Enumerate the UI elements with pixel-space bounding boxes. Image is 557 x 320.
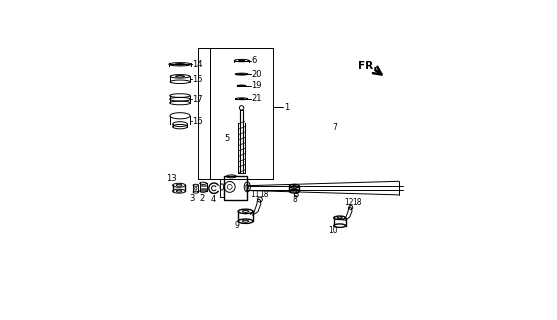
Text: 18: 18: [353, 197, 362, 206]
Text: 12: 12: [344, 197, 354, 206]
Text: 15: 15: [192, 75, 203, 84]
Bar: [224, 176, 247, 200]
Text: 3: 3: [189, 194, 194, 203]
Text: 19: 19: [251, 81, 262, 90]
Text: 2: 2: [199, 194, 204, 203]
Text: 13: 13: [167, 174, 177, 183]
Text: 1: 1: [284, 103, 289, 112]
Text: 18: 18: [259, 190, 269, 199]
Text: 21: 21: [251, 94, 262, 103]
Text: FR.: FR.: [358, 61, 378, 71]
Text: 7: 7: [333, 123, 337, 132]
Text: 11: 11: [251, 190, 260, 199]
Text: 14: 14: [192, 60, 203, 69]
Text: 9: 9: [235, 221, 240, 230]
Text: 16: 16: [192, 117, 203, 126]
Text: 6: 6: [251, 56, 257, 65]
Text: 17: 17: [192, 95, 203, 104]
Bar: [220, 179, 224, 197]
Text: 4: 4: [211, 195, 216, 204]
Text: 8: 8: [292, 195, 297, 204]
Text: 10: 10: [329, 226, 338, 235]
Text: 5: 5: [225, 134, 230, 143]
Text: 20: 20: [251, 70, 262, 79]
